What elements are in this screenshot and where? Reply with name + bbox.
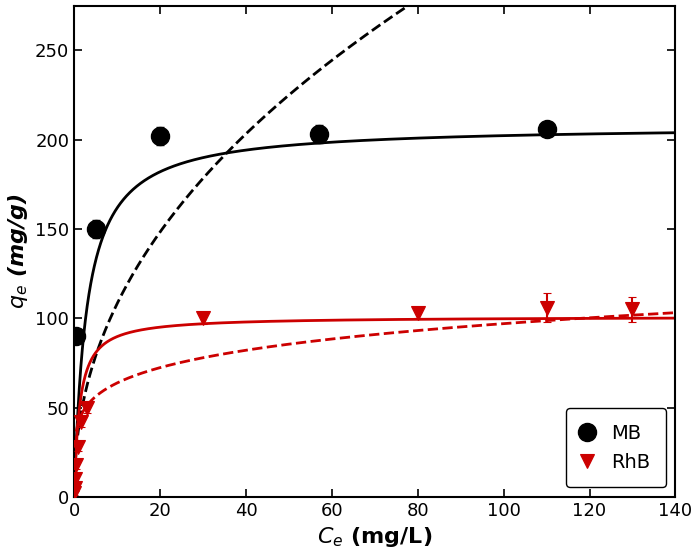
Y-axis label: $q_{e}$ (mg/g): $q_{e}$ (mg/g) (6, 194, 29, 309)
X-axis label: $C_{e}$ (mg/L): $C_{e}$ (mg/L) (317, 526, 433, 549)
Legend: MB, RhB: MB, RhB (566, 408, 666, 487)
